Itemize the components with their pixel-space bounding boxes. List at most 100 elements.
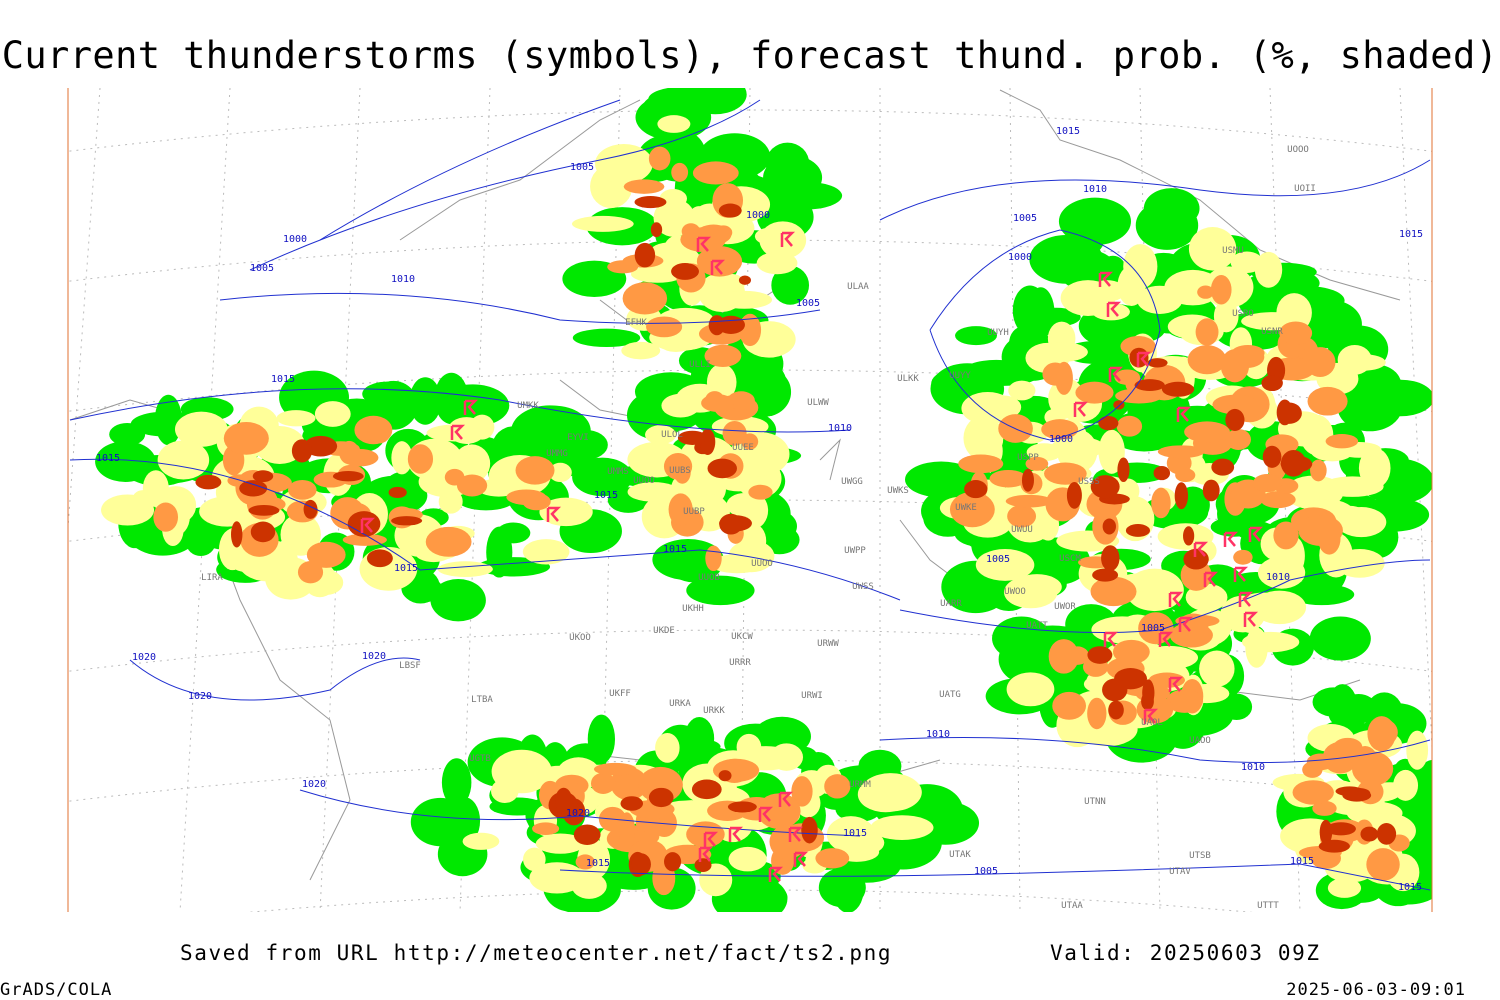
probability-shade	[826, 816, 875, 853]
station-label: UKFF	[609, 689, 631, 699]
station-label: UWGG	[841, 477, 863, 487]
probability-shade	[958, 454, 1004, 474]
station-label: UKHH	[682, 604, 704, 614]
graticule	[68, 109, 1432, 152]
probability-shade	[721, 880, 788, 912]
probability-shade	[409, 377, 442, 425]
isobar-label: 1020	[362, 651, 386, 662]
storm-symbol	[788, 826, 804, 842]
probability-shade	[410, 797, 470, 847]
probability-shade	[197, 522, 224, 542]
isobar-label: 1015	[394, 563, 418, 574]
probability-shade	[1187, 345, 1227, 375]
probability-shade	[634, 242, 656, 268]
probability-shade	[291, 439, 313, 463]
station-label: USCM	[1059, 554, 1081, 564]
station-label: UWOR	[1054, 602, 1076, 612]
probability-shade	[1087, 697, 1107, 730]
probability-shade	[447, 417, 486, 444]
graticule	[1009, 88, 1021, 912]
isobar-label: 1015	[271, 374, 295, 385]
probability-shade	[157, 440, 210, 480]
probability-shade	[1161, 381, 1195, 397]
station-label: ULAA	[847, 282, 869, 292]
probability-shade	[332, 471, 364, 482]
probability-shade	[1114, 369, 1141, 385]
probability-shade	[961, 359, 1031, 386]
probability-shade	[769, 743, 804, 771]
probability-shade	[1280, 455, 1313, 473]
map-area: 1005 1000 1005 1010 1015 1015 1000 1005 1015 1010…	[68, 88, 1432, 912]
probability-shade	[1358, 447, 1391, 489]
probability-shade	[648, 787, 674, 808]
graticule	[68, 88, 101, 535]
isobar-label: 1020	[566, 808, 590, 819]
storm-symbol	[1193, 541, 1209, 557]
probability-shade	[523, 847, 546, 872]
probability-shade	[548, 462, 572, 483]
probability-shade	[1342, 789, 1372, 802]
isobar-label: 1015	[586, 858, 610, 869]
probability-shade	[1052, 691, 1087, 720]
probability-shade	[1225, 408, 1245, 432]
probability-shade	[691, 779, 722, 800]
isobar-label: 1005	[570, 162, 594, 173]
probability-shade	[1307, 386, 1348, 416]
isobar	[219, 292, 821, 324]
probability-shade	[648, 146, 671, 171]
probability-shade	[1169, 622, 1213, 648]
probability-shade	[1245, 627, 1268, 668]
probability-shade	[1147, 358, 1168, 368]
probability-shade	[1202, 479, 1220, 502]
probability-shade	[718, 203, 742, 218]
storm-symbol	[758, 806, 774, 822]
probability-shade	[388, 486, 407, 499]
station-label: USRO	[1232, 309, 1254, 319]
probability-shade	[1292, 780, 1334, 805]
isobar	[899, 559, 1431, 633]
probability-shade	[1230, 251, 1264, 273]
station-label: UWKS	[887, 486, 909, 496]
storm-symbol	[1143, 708, 1159, 724]
probability-shade	[645, 425, 677, 445]
station-label: UOOO	[1287, 145, 1309, 155]
probability-shade	[1113, 400, 1125, 410]
probability-shade	[109, 423, 146, 446]
probability-shade	[677, 430, 707, 445]
station-label: EYVI	[567, 433, 589, 443]
probability-shade	[252, 470, 274, 483]
probability-shade	[634, 196, 667, 209]
station-label: UOII	[1294, 184, 1316, 194]
probability-shade	[223, 422, 269, 455]
isobar	[559, 863, 1431, 891]
probability-shade	[1021, 468, 1034, 492]
probability-shade	[95, 441, 156, 482]
station-label: URWI	[801, 691, 823, 701]
probability-shade	[1360, 826, 1379, 842]
probability-shade	[961, 392, 1014, 425]
isobar-label: 1010	[828, 423, 852, 434]
storm-symbol	[1103, 631, 1119, 647]
probability-shade	[571, 215, 634, 232]
probability-shade	[1087, 646, 1113, 664]
station-label: UAOO	[1189, 736, 1211, 746]
isobar-label: 1005	[796, 298, 820, 309]
probability-shade	[1117, 457, 1130, 483]
probability-shade	[1092, 303, 1130, 321]
probability-shade	[623, 179, 665, 194]
probability-shade	[671, 263, 699, 280]
storm-symbol	[1106, 301, 1122, 317]
probability-shade	[870, 815, 934, 840]
station-label: UKDE	[653, 626, 675, 636]
coastline	[819, 438, 841, 481]
probability-shade	[1304, 347, 1336, 377]
probability-shade	[1102, 518, 1116, 535]
probability-shade	[1102, 678, 1128, 702]
probability-shade	[1138, 612, 1174, 645]
probability-shade	[575, 854, 595, 870]
probability-shade	[748, 484, 773, 500]
timestamp: 2025-06-03-09:01	[1286, 980, 1466, 1000]
probability-shade	[1220, 349, 1250, 383]
storm-symbol	[1178, 616, 1194, 632]
probability-shade	[1333, 737, 1363, 756]
